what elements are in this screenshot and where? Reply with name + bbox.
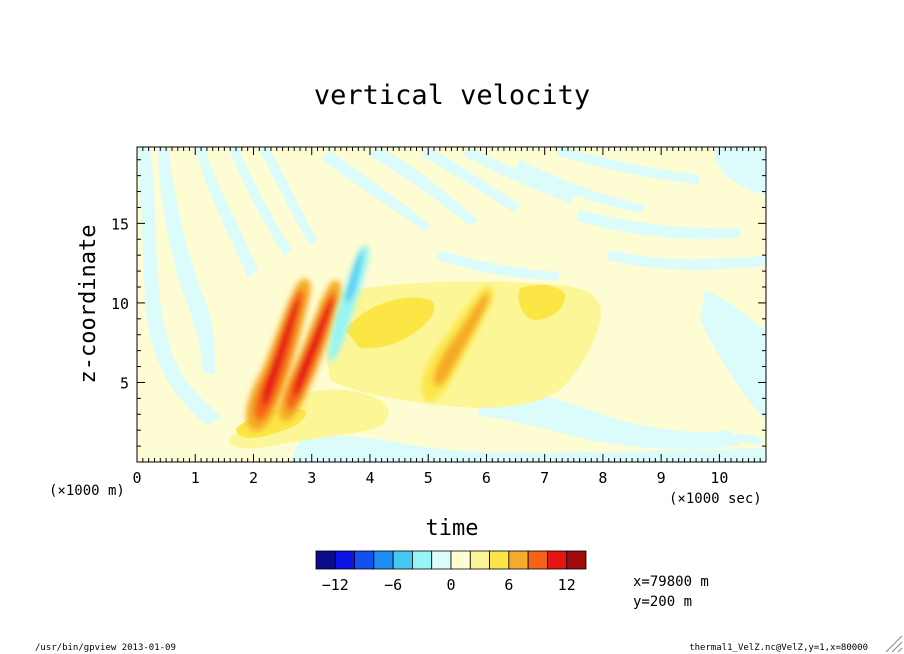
negative-stripe — [368, 147, 478, 226]
negative-stripe — [138, 147, 222, 425]
colorbar-swatch — [469, 550, 490, 570]
negative-stripe — [576, 210, 740, 240]
x-tick-label: 6 — [482, 469, 491, 487]
negative-stripe — [436, 250, 560, 280]
negative-region — [700, 290, 766, 420]
colorbar-swatch — [392, 550, 413, 570]
x-tick-labels: 0 1 2 3 4 5 6 7 8 9 10 — [132, 469, 728, 487]
x-tick-label: 1 — [191, 469, 200, 487]
x-tick-label: 10 — [710, 469, 728, 487]
x-tick-label: 8 — [598, 469, 607, 487]
negative-stripe — [322, 150, 430, 232]
colorbar-tick-label: −6 — [384, 576, 402, 594]
x-tick-label: 0 — [132, 469, 141, 487]
updraft-core — [293, 299, 333, 397]
footer-left-note: /usr/bin/gpview 2013-01-09 — [35, 643, 176, 653]
updraft-band-3 — [421, 286, 494, 402]
colorbar-tick-label: 0 — [446, 576, 455, 594]
axis-ticks — [136, 147, 767, 463]
x-tick-label: 3 — [307, 469, 316, 487]
position-x-note: x=79800 m — [633, 574, 709, 590]
updraft-mid — [433, 293, 490, 387]
y-tick-label: 15 — [111, 215, 129, 233]
colorbar-swatch — [527, 550, 548, 570]
negative-stripe — [556, 147, 700, 184]
colorbar-swatch — [431, 550, 452, 570]
colorbar-swatch — [373, 550, 394, 570]
y-tick-labels: 5 10 15 — [111, 215, 129, 392]
colorbar-swatch — [315, 550, 336, 570]
negative-bands-upper — [322, 147, 766, 280]
negative-stripe — [158, 147, 215, 375]
colorbar-swatch — [508, 550, 529, 570]
colorbar-tick-label: −12 — [322, 576, 349, 594]
colorbar-tick-labels: −12 −6 0 6 12 — [322, 576, 576, 594]
colorbar-swatch — [547, 550, 568, 570]
downdraft-core — [345, 248, 363, 303]
colorbar-tick-label: 6 — [504, 576, 513, 594]
colorbar-swatch — [412, 550, 433, 570]
updraft-core — [262, 299, 299, 407]
negative-stripe — [258, 147, 318, 246]
negative-region — [290, 435, 766, 462]
negative-bands-left — [138, 147, 318, 425]
updraft-band-1 — [246, 278, 311, 431]
x-axis-label: time — [426, 516, 479, 541]
colorbar-swatch — [334, 550, 355, 570]
x-tick-label: 9 — [657, 469, 666, 487]
position-y-note: y=200 m — [633, 594, 692, 610]
negative-region — [478, 390, 740, 450]
y-tick-label: 5 — [120, 374, 129, 392]
heatmap-field — [137, 147, 766, 462]
negative-stripe — [228, 147, 292, 256]
x-unit-note: (×1000 sec) — [669, 491, 762, 507]
moderate-region — [518, 284, 565, 320]
x-tick-label: 5 — [424, 469, 433, 487]
colorbar-swatch — [450, 550, 471, 570]
negative-stripe — [715, 147, 766, 195]
negative-region — [720, 433, 764, 446]
negative-stripe — [606, 250, 766, 270]
negative-stripe — [420, 147, 520, 212]
colorbar-swatch — [354, 550, 375, 570]
colorbar-swatch — [489, 550, 510, 570]
negative-stripe — [195, 147, 258, 278]
x-tick-label: 4 — [365, 469, 374, 487]
y-unit-note: (×1000 m) — [49, 483, 125, 499]
x-tick-label: 7 — [540, 469, 549, 487]
updraft-band-2 — [279, 280, 342, 422]
colorbar-swatch — [566, 550, 587, 570]
y-axis-label: z-coordinate — [76, 225, 101, 384]
moderate-region — [345, 297, 435, 349]
downdraft — [328, 244, 369, 361]
colorbar — [315, 550, 587, 570]
footer-right-note: thermal1_VelZ.nc@VelZ,y=1,x=80000 — [689, 643, 868, 653]
negative-stripe — [462, 147, 575, 203]
resize-grip-icon[interactable] — [885, 635, 903, 653]
x-tick-label: 2 — [249, 469, 258, 487]
colorbar-tick-label: 12 — [558, 576, 576, 594]
chart-title: vertical velocity — [314, 80, 590, 111]
negative-stripe — [515, 160, 645, 213]
negative-bands-lower — [290, 290, 766, 462]
y-tick-label: 10 — [111, 295, 129, 313]
